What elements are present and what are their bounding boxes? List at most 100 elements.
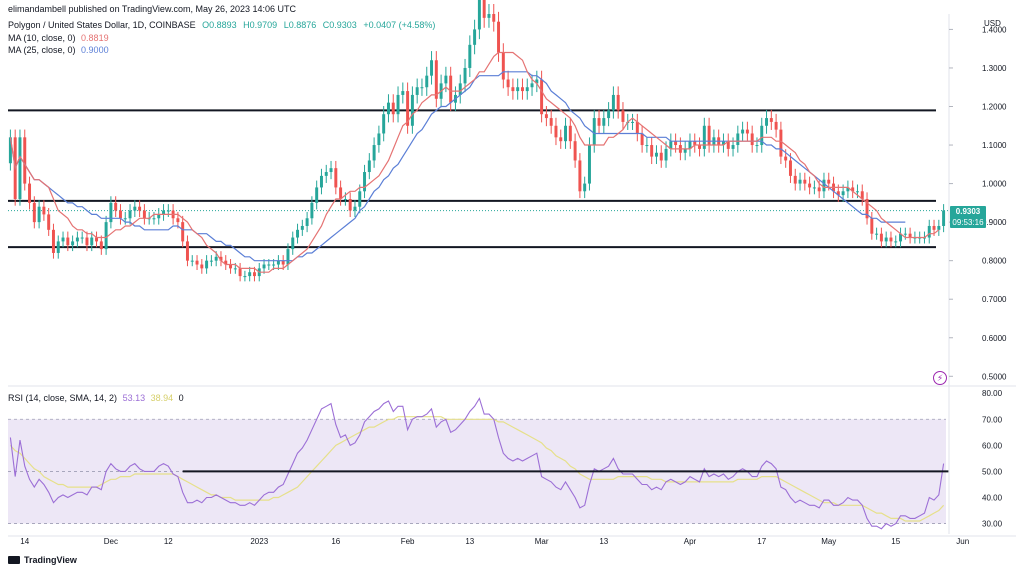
candle-body (315, 187, 319, 203)
candle-body (415, 87, 419, 95)
candle-body (592, 118, 596, 146)
candle-body (631, 121, 635, 123)
candle-body (61, 237, 65, 242)
last-price: 0.9303 (955, 207, 981, 216)
rsi-legend[interactable]: RSI (14, close, SMA, 14, 2) 53.13 38.94 … (8, 393, 184, 403)
candle-body (406, 91, 410, 126)
candle-body (611, 94, 615, 111)
candle-body (363, 172, 367, 192)
time-tick-label: 2023 (250, 537, 268, 546)
candle-body (889, 237, 893, 242)
candle-body (75, 237, 79, 242)
candle-body (401, 91, 405, 95)
candle-body (90, 237, 94, 246)
candle-body (769, 118, 773, 122)
moving-averages (9, 51, 940, 273)
candle-body (865, 199, 869, 219)
candle-body (267, 264, 271, 266)
candle-body (736, 133, 740, 146)
candle-body (248, 272, 252, 277)
ohlc-open: O0.8893 (202, 20, 237, 30)
candle-body (109, 202, 113, 223)
rsi-sma-line (9, 416, 945, 522)
ma25-legend[interactable]: MA (25, close, 0) 0.9000 (8, 45, 109, 55)
candle-body (425, 75, 429, 88)
candle-body (463, 67, 467, 84)
candle-body (855, 191, 859, 193)
candle-body (166, 210, 170, 212)
candle-body (937, 225, 941, 230)
candle-body (846, 187, 850, 192)
ohlc-high: H0.9709 (243, 20, 278, 30)
candle-body (118, 210, 122, 219)
candle-body (200, 264, 204, 269)
candle-body (573, 141, 577, 161)
ohlc-close: C0.9303 (322, 20, 357, 30)
candle-body (382, 114, 386, 134)
candle-body (339, 187, 343, 199)
candle-body (645, 145, 649, 147)
ma10-legend[interactable]: MA (10, close, 0) 0.8819 (8, 33, 109, 43)
tradingview-footer[interactable]: TradingView (8, 555, 77, 565)
candle-body (535, 79, 539, 84)
candle-body (80, 237, 84, 239)
candle-body (487, 14, 491, 18)
candle-body (559, 137, 563, 142)
candle-body (587, 145, 591, 184)
candle-body (750, 133, 754, 146)
candle-body (554, 125, 558, 138)
candle-body (262, 264, 266, 269)
candle-body (836, 191, 840, 196)
candle-body (23, 137, 27, 184)
candle-body (688, 141, 692, 149)
time-tick-label: 16 (331, 537, 340, 546)
candle-body (28, 183, 32, 203)
publisher-line: elimandambell published on TradingView.c… (8, 4, 296, 14)
candle-body (607, 110, 611, 119)
candle-body (353, 206, 357, 211)
candle-body (903, 233, 907, 235)
candle-body (525, 87, 529, 92)
candle-body (908, 233, 912, 238)
symbol-title: Polygon / United States Dollar, 1D, COIN… (8, 20, 196, 30)
rsi-tick-label: 50.00 (982, 467, 1003, 476)
candle-body (927, 225, 931, 238)
time-tick-label: 12 (164, 537, 173, 546)
candle-body (544, 114, 548, 119)
ma10-value: 0.8819 (81, 33, 109, 43)
candle-body (477, 0, 481, 30)
candle-body (827, 179, 831, 184)
price-tick-label: 0.9000 (982, 218, 1007, 227)
candle-body (511, 87, 515, 92)
candle-body (875, 233, 879, 235)
candle-body (123, 218, 127, 220)
candle-body (343, 199, 347, 200)
time-tick-label: 15 (891, 537, 900, 546)
ohlc-low: L0.8876 (283, 20, 317, 30)
candle-body (8, 137, 12, 164)
candle-body (879, 233, 883, 242)
time-tick-label: 14 (20, 537, 29, 546)
candle-body (516, 87, 520, 92)
candle-body (95, 237, 99, 242)
candle-body (281, 260, 285, 265)
candle-body (473, 29, 477, 45)
candle-body (391, 102, 395, 115)
candle-body (300, 225, 304, 230)
candle-body (640, 133, 644, 146)
candle-body (932, 225, 936, 230)
rsi-tick-label: 70.00 (982, 415, 1003, 424)
candle-body (219, 256, 223, 261)
candle-body (209, 260, 213, 262)
candle-body (779, 129, 783, 157)
candle-body (32, 202, 36, 223)
candle-body (583, 183, 587, 192)
rsi-pane (8, 397, 949, 530)
candle-body (238, 268, 242, 277)
candle-body (578, 160, 582, 192)
candle-body (731, 145, 735, 149)
lightning-alert-icon[interactable]: ⚡ (933, 371, 947, 385)
time-tick-label: Mar (535, 537, 549, 546)
candle-body (85, 237, 89, 246)
